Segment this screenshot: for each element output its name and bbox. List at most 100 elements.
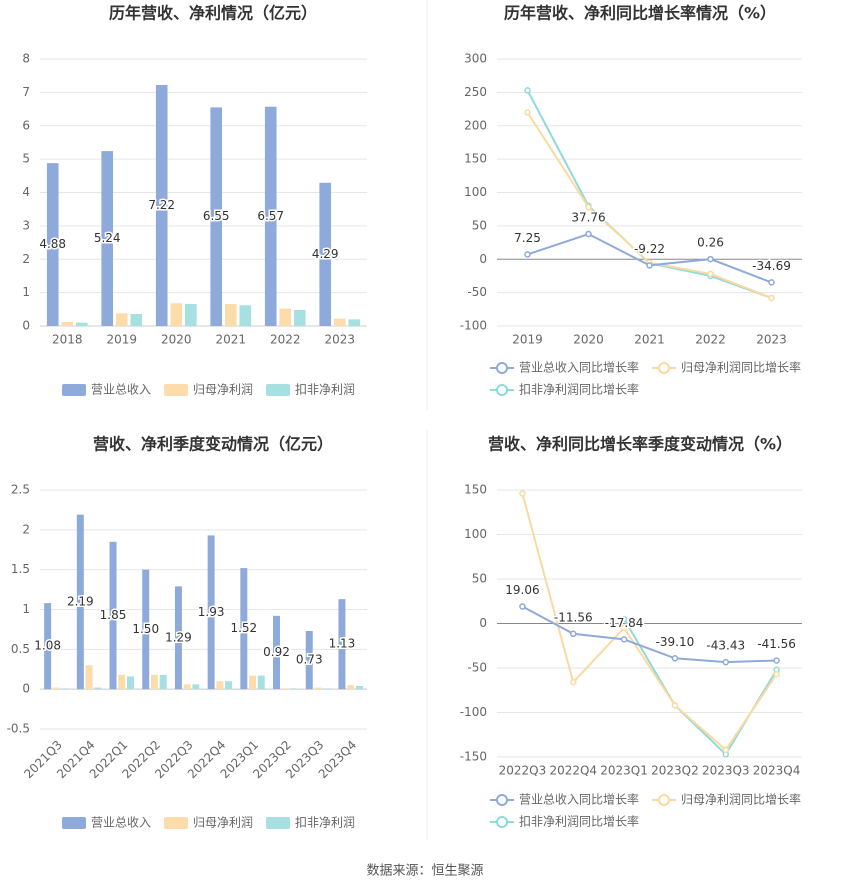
bar <box>264 106 277 326</box>
point <box>585 203 592 211</box>
bar <box>150 674 158 690</box>
y-tick-label: 150 <box>464 483 487 497</box>
line <box>521 493 778 752</box>
data-label: -11.56 <box>554 610 593 624</box>
bar <box>225 681 233 690</box>
y-tick-label: 0.5 <box>11 642 30 656</box>
legend-swatch <box>266 384 290 396</box>
y-tick-label: 100 <box>464 527 487 541</box>
point <box>773 670 780 678</box>
y-tick-label: 4 <box>22 185 30 199</box>
legend-swatch <box>266 817 290 829</box>
x-tick-label: 2018 <box>52 333 83 347</box>
legend-swatch <box>62 384 86 396</box>
legend-swatch <box>658 362 670 374</box>
x-tick-label: 2023 <box>756 333 787 347</box>
bar <box>314 687 322 690</box>
data-label: 0.92 <box>263 645 290 659</box>
data-label: 1.93 <box>198 605 225 619</box>
legend-label: 扣非净利润 <box>295 383 355 397</box>
data-label: -9.22 <box>634 242 665 256</box>
y-tick-label: 2 <box>22 522 30 536</box>
x-tick-label: 2021 <box>634 333 665 347</box>
point <box>570 630 577 638</box>
y-tick-label: -50 <box>467 285 487 299</box>
y-tick-label: 0 <box>22 682 30 696</box>
y-tick-label: 300 <box>464 52 487 66</box>
bar <box>159 674 167 690</box>
data-label: 1.52 <box>230 621 257 635</box>
line <box>623 618 778 756</box>
bar <box>61 688 69 690</box>
bar <box>210 107 223 326</box>
data-label: -17.84 <box>605 616 644 630</box>
bar <box>183 684 191 690</box>
legend-label: 归母净利润 <box>193 383 253 397</box>
y-tick-label: 1.5 <box>11 562 30 576</box>
bar <box>257 675 265 690</box>
bar <box>281 688 289 690</box>
y-tick-label: 50 <box>472 572 487 586</box>
x-tick-label: 2023Q2 <box>651 764 699 778</box>
bar <box>85 665 93 690</box>
data-label: -43.43 <box>706 639 745 653</box>
x-tick-label: 2023 <box>324 333 355 347</box>
y-tick-label: 6 <box>22 118 30 132</box>
legend-swatch <box>496 384 508 396</box>
bar <box>142 569 150 690</box>
data-label: 6.57 <box>257 209 284 223</box>
x-tick-label: 2021 <box>215 333 246 347</box>
data-label: 5.24 <box>94 231 121 245</box>
point <box>707 270 714 278</box>
bar <box>52 687 60 690</box>
point <box>620 615 628 623</box>
bar <box>216 681 224 690</box>
bar <box>224 303 237 326</box>
bar <box>174 586 182 690</box>
data-label: -39.10 <box>656 635 695 649</box>
point <box>519 603 526 610</box>
legend-label: 扣非净利润同比增长率 <box>519 382 639 397</box>
bar <box>290 688 298 690</box>
bar <box>319 182 332 326</box>
x-tick-label: 2019 <box>106 333 137 347</box>
bar <box>94 687 102 690</box>
point <box>620 636 628 643</box>
data-label: 1.29 <box>165 630 192 644</box>
y-tick-label: 8 <box>22 52 30 66</box>
bar <box>279 308 292 326</box>
point <box>768 279 775 286</box>
y-tick-label: -0.5 <box>7 722 30 736</box>
data-label: 0.26 <box>697 236 724 250</box>
y-tick-label: 2.5 <box>11 483 30 497</box>
point <box>671 655 679 662</box>
data-label: 1.08 <box>34 639 61 653</box>
y-tick-label: -50 <box>467 661 487 675</box>
bar <box>101 151 114 326</box>
legend-label: 扣非净利润 <box>295 816 355 830</box>
point <box>671 702 679 709</box>
legend-swatch <box>62 817 86 829</box>
legend-label: 归母净利润同比增长率 <box>681 792 801 807</box>
bar <box>118 674 126 690</box>
point <box>519 490 526 497</box>
point <box>773 657 780 664</box>
y-tick-label: -150 <box>460 750 487 764</box>
legend-label: 营业总收入 <box>91 383 151 397</box>
bar <box>184 303 197 326</box>
legend-label: 归母净利润同比增长率 <box>681 360 801 375</box>
x-tick-label: 2022 <box>695 333 726 347</box>
point <box>620 624 628 632</box>
bar <box>155 85 168 326</box>
legend-swatch <box>496 816 508 828</box>
legend-label: 扣非净利润同比增长率 <box>519 814 639 829</box>
bar <box>333 318 346 326</box>
legend-label: 营业总收入同比增长率 <box>519 792 639 807</box>
y-tick-label: -100 <box>460 705 487 719</box>
chart-title: 营收、净利同比增长率季度变动情况（%） <box>488 435 792 454</box>
bar <box>273 615 281 690</box>
x-tick-label: 2022 <box>270 333 301 347</box>
y-tick-label: 2 <box>22 252 30 266</box>
data-label: 1.50 <box>132 622 159 636</box>
